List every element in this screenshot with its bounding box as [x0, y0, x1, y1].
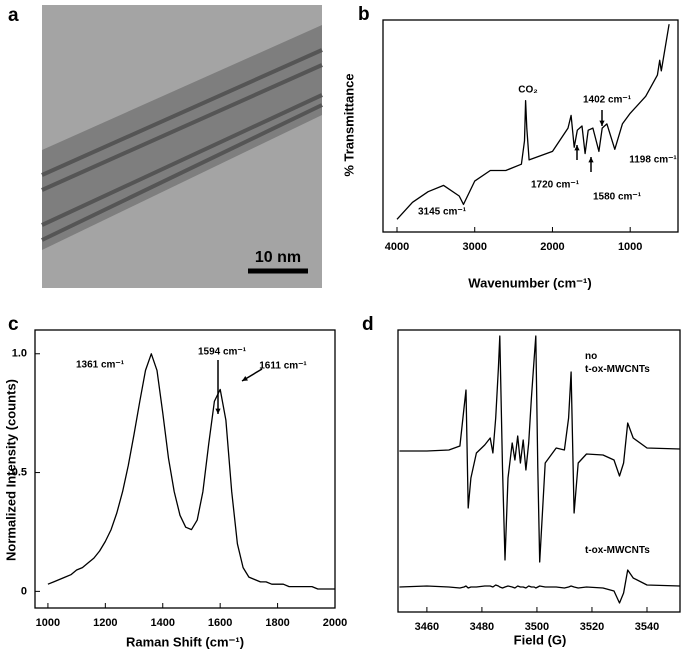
x-tick-label: 1000: [36, 617, 60, 629]
data-line: [396, 24, 670, 220]
scale-bar-label: 10 nm: [255, 249, 301, 266]
x-tick-label: 3500: [525, 621, 549, 633]
x-tick-label: 3000: [462, 241, 486, 253]
series-label: t-ox-MWCNTs: [585, 545, 650, 556]
x-tick-label: 3460: [415, 621, 439, 633]
annotation: 1594 cm⁻¹: [198, 347, 247, 358]
x-axis-label: Wavenumber (cm⁻¹): [468, 275, 591, 290]
x-axis-label: Raman Shift (cm⁻¹): [126, 634, 244, 649]
data-line: [399, 569, 681, 604]
plot-frame: [397, 329, 681, 613]
x-tick-label: 3520: [580, 621, 604, 633]
annotation: 1361 cm⁻¹: [76, 360, 125, 371]
data-line: [47, 353, 335, 590]
arrow-head: [574, 145, 580, 151]
x-tick-label: 1200: [93, 617, 117, 629]
y-axis-label: Normalized Intensity (counts): [3, 379, 18, 561]
annotation: 1198 cm⁻¹: [629, 155, 677, 166]
x-tick-label: 3540: [635, 621, 659, 633]
arrow-head: [242, 375, 248, 381]
annotation: 1580 cm⁻¹: [593, 192, 642, 203]
x-axis-label: Field (G): [514, 632, 567, 647]
y-axis-label: % Transmittance: [341, 73, 356, 176]
x-tick-label: 3480: [470, 621, 494, 633]
annotation: 1402 cm⁻¹: [583, 95, 632, 106]
y-tick-label: 0.5: [12, 466, 27, 478]
series-label: no t-ox-MWCNTs: [585, 351, 650, 375]
annotation: 1720 cm⁻¹: [531, 180, 580, 191]
annotation: 1611 cm⁻¹: [259, 361, 307, 372]
x-tick-label: 2000: [323, 617, 347, 629]
x-tick-label: 1800: [265, 617, 289, 629]
panel-label: c: [8, 314, 19, 335]
panel-label: b: [358, 4, 370, 25]
data-line: [399, 335, 681, 563]
x-tick-label: 2000: [540, 241, 564, 253]
arrow-head: [588, 157, 594, 163]
plot-frame: [34, 329, 336, 609]
x-tick-label: 1000: [618, 241, 642, 253]
x-tick-label: 1600: [208, 617, 232, 629]
arrow-head: [599, 120, 605, 126]
annotation: 3145 cm⁻¹: [418, 207, 467, 218]
panel-label: a: [8, 5, 19, 26]
annotation: CO₂: [518, 85, 537, 96]
x-tick-label: 1400: [151, 617, 175, 629]
plot-frame: [382, 19, 679, 233]
tem-image: [41, 5, 323, 288]
tube-walls: [41, 48, 323, 242]
x-tick-label: 4000: [385, 241, 409, 253]
arrow-head: [215, 408, 221, 414]
panel-label: d: [362, 314, 374, 335]
y-tick-label: 1.0: [12, 348, 27, 360]
y-tick-label: 0: [21, 585, 27, 597]
